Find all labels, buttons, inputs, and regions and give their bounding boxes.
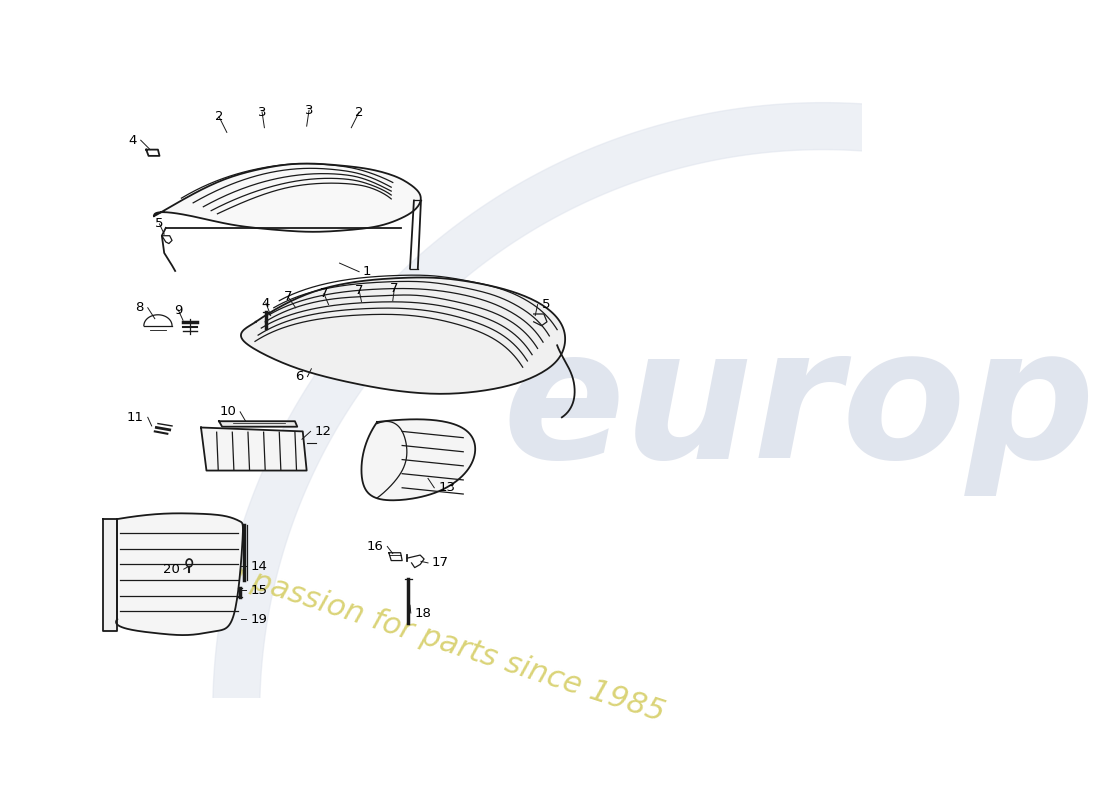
Text: 2: 2: [214, 110, 223, 123]
Text: 4: 4: [262, 297, 271, 310]
Text: 8: 8: [135, 302, 144, 314]
Text: 7: 7: [320, 287, 328, 300]
Text: 19: 19: [251, 613, 267, 626]
Text: europ: europ: [503, 320, 1096, 496]
Polygon shape: [201, 427, 307, 470]
Text: 2: 2: [355, 106, 363, 118]
Text: 3: 3: [257, 106, 266, 118]
Text: a passion for parts since 1985: a passion for parts since 1985: [221, 558, 668, 728]
Text: 13: 13: [438, 482, 455, 494]
Text: 20: 20: [163, 562, 180, 576]
Text: 15: 15: [251, 584, 267, 597]
Text: 5: 5: [541, 298, 550, 311]
Polygon shape: [219, 422, 297, 426]
Text: 6: 6: [295, 370, 304, 383]
Text: 1: 1: [363, 266, 372, 278]
Text: 4: 4: [129, 134, 136, 146]
Text: 18: 18: [415, 606, 431, 619]
Text: 3: 3: [305, 104, 314, 117]
Polygon shape: [241, 278, 565, 394]
Text: 17: 17: [432, 557, 449, 570]
Text: 7: 7: [390, 282, 398, 295]
Text: 9: 9: [174, 303, 183, 317]
Polygon shape: [212, 102, 1100, 800]
Text: 7: 7: [355, 284, 363, 297]
Text: 14: 14: [251, 559, 267, 573]
Polygon shape: [117, 514, 243, 635]
Text: 11: 11: [126, 411, 144, 424]
Text: 16: 16: [366, 540, 384, 553]
Polygon shape: [103, 519, 118, 631]
Polygon shape: [154, 163, 421, 232]
Text: 12: 12: [315, 425, 331, 438]
Polygon shape: [362, 419, 475, 500]
Text: 10: 10: [219, 406, 236, 418]
Text: 5: 5: [155, 218, 164, 230]
Text: 7: 7: [284, 290, 293, 303]
